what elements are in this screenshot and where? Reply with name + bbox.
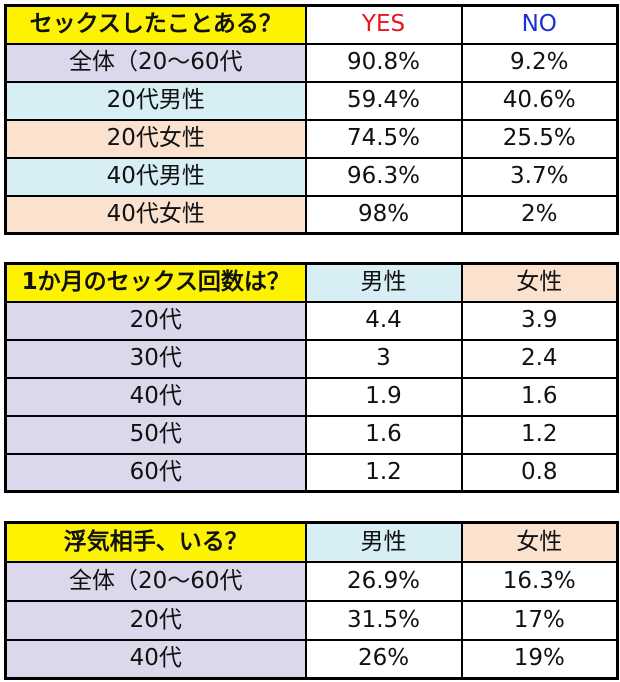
yes-value: 90.8%: [304, 42, 463, 83]
table-header-row: 浮気相手、いる？ 男性 女性: [4, 521, 619, 563]
table-row: 30代 3 2.4: [4, 338, 619, 379]
yes-value: 96.3%: [304, 156, 463, 197]
male-column-header: 男性: [304, 521, 463, 563]
table-row: 50代 1.6 1.2: [4, 414, 619, 455]
no-value: 2%: [460, 194, 619, 235]
yes-value: 98%: [304, 194, 463, 235]
no-value: 9.2%: [460, 42, 619, 83]
female-value: 1.2: [460, 414, 619, 455]
male-value: 26.9%: [304, 560, 463, 602]
table-row: 60代 1.2 0.8: [4, 452, 619, 493]
row-label: 20代: [4, 300, 307, 341]
row-label: 50代: [4, 414, 307, 455]
row-label: 全体（20〜60代: [4, 560, 307, 602]
table-row: 20代 31.5% 17%: [4, 599, 619, 641]
male-value: 31.5%: [304, 599, 463, 641]
row-label: 20代女性: [4, 118, 307, 159]
male-value: 1.2: [304, 452, 463, 493]
row-label: 20代男性: [4, 80, 307, 121]
male-value: 1.9: [304, 376, 463, 417]
row-label: 40代: [4, 376, 307, 417]
row-label: 40代: [4, 638, 307, 680]
row-label: 40代女性: [4, 194, 307, 235]
table-row: 40代女性 98% 2%: [4, 194, 619, 235]
table-row: 全体（20〜60代 90.8% 9.2%: [4, 42, 619, 83]
experience-table: セックスしたことある？ YES NO 全体（20〜60代 90.8% 9.2% …: [4, 4, 619, 235]
yes-value: 59.4%: [304, 80, 463, 121]
no-value: 25.5%: [460, 118, 619, 159]
table-header-row: 1か月のセックス回数は？ 男性 女性: [4, 262, 619, 303]
male-value: 4.4: [304, 300, 463, 341]
female-value: 3.9: [460, 300, 619, 341]
table-row: 20代 4.4 3.9: [4, 300, 619, 341]
row-label: 全体（20〜60代: [4, 42, 307, 83]
monthly-frequency-table: 1か月のセックス回数は？ 男性 女性 20代 4.4 3.9 30代 3 2.4…: [4, 262, 619, 493]
male-value: 26%: [304, 638, 463, 680]
table-row: 40代 1.9 1.6: [4, 376, 619, 417]
table-row: 20代男性 59.4% 40.6%: [4, 80, 619, 121]
female-value: 2.4: [460, 338, 619, 379]
female-value: 1.6: [460, 376, 619, 417]
female-column-header: 女性: [460, 521, 619, 563]
row-label: 60代: [4, 452, 307, 493]
female-value: 17%: [460, 599, 619, 641]
female-value: 16.3%: [460, 560, 619, 602]
row-label: 30代: [4, 338, 307, 379]
row-label: 20代: [4, 599, 307, 641]
yes-value: 74.5%: [304, 118, 463, 159]
table-header-row: セックスしたことある？ YES NO: [4, 4, 619, 45]
experience-table-title: セックスしたことある？: [4, 4, 307, 45]
female-value: 0.8: [460, 452, 619, 493]
no-value: 3.7%: [460, 156, 619, 197]
yes-column-header: YES: [304, 4, 463, 45]
table-row: 40代 26% 19%: [4, 638, 619, 680]
no-column-header: NO: [460, 4, 619, 45]
monthly-frequency-table-title: 1か月のセックス回数は？: [4, 262, 307, 303]
table-row: 全体（20〜60代 26.9% 16.3%: [4, 560, 619, 602]
no-value: 40.6%: [460, 80, 619, 121]
female-column-header: 女性: [460, 262, 619, 303]
affair-partner-table: 浮気相手、いる？ 男性 女性 全体（20〜60代 26.9% 16.3% 20代…: [4, 521, 619, 680]
table-row: 20代女性 74.5% 25.5%: [4, 118, 619, 159]
male-column-header: 男性: [304, 262, 463, 303]
affair-partner-table-title: 浮気相手、いる？: [4, 521, 307, 563]
table-row: 40代男性 96.3% 3.7%: [4, 156, 619, 197]
female-value: 19%: [460, 638, 619, 680]
male-value: 3: [304, 338, 463, 379]
row-label: 40代男性: [4, 156, 307, 197]
male-value: 1.6: [304, 414, 463, 455]
